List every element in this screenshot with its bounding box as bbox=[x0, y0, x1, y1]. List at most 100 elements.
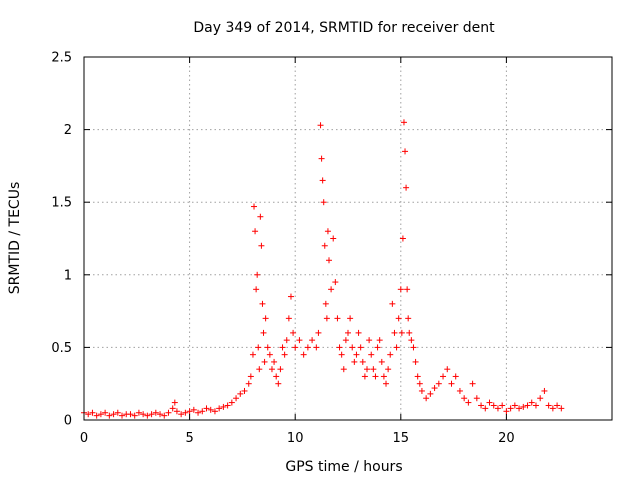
data-point bbox=[251, 203, 258, 210]
data-point bbox=[328, 286, 335, 293]
data-point bbox=[338, 351, 345, 358]
data-point bbox=[448, 380, 455, 387]
data-point bbox=[404, 286, 411, 293]
data-point bbox=[186, 408, 193, 415]
data-point bbox=[423, 395, 430, 402]
data-point bbox=[264, 344, 271, 351]
data-point bbox=[233, 395, 240, 402]
data-point bbox=[300, 351, 307, 358]
data-point bbox=[507, 405, 514, 412]
data-point bbox=[252, 228, 259, 235]
data-point bbox=[114, 409, 121, 416]
data-point bbox=[490, 402, 497, 409]
data-point bbox=[106, 412, 113, 419]
data-point bbox=[482, 405, 489, 412]
data-point bbox=[416, 380, 423, 387]
data-point bbox=[376, 337, 383, 344]
data-point bbox=[199, 408, 206, 415]
data-point bbox=[290, 329, 297, 336]
data-point bbox=[435, 380, 442, 387]
data-point bbox=[220, 403, 227, 410]
data-point bbox=[330, 235, 337, 242]
data-point bbox=[283, 337, 290, 344]
data-point bbox=[406, 329, 413, 336]
data-point bbox=[554, 402, 561, 409]
data-points bbox=[81, 119, 565, 419]
data-point bbox=[144, 412, 151, 419]
x-tick-labels: 0 5 10 15 20 bbox=[80, 431, 515, 446]
x-tick-label: 5 bbox=[185, 431, 193, 446]
data-point bbox=[157, 411, 164, 418]
data-point bbox=[368, 351, 375, 358]
data-point bbox=[93, 412, 100, 419]
data-point bbox=[465, 399, 472, 406]
data-point bbox=[532, 402, 539, 409]
grid bbox=[84, 57, 612, 420]
data-point bbox=[304, 344, 311, 351]
data-point bbox=[349, 344, 356, 351]
data-point bbox=[89, 409, 96, 416]
data-point bbox=[398, 329, 405, 336]
data-point bbox=[361, 373, 368, 380]
data-point bbox=[322, 300, 329, 307]
data-point bbox=[385, 366, 392, 373]
data-point bbox=[380, 373, 387, 380]
data-point bbox=[524, 402, 531, 409]
data-point bbox=[309, 337, 316, 344]
data-point bbox=[541, 387, 548, 394]
y-tick-label: 2.5 bbox=[51, 51, 72, 66]
data-point bbox=[414, 373, 421, 380]
data-point bbox=[325, 257, 332, 264]
data-point bbox=[558, 405, 565, 412]
data-point bbox=[537, 395, 544, 402]
data-point bbox=[345, 329, 351, 336]
data-point bbox=[395, 315, 402, 322]
data-point bbox=[85, 411, 92, 418]
data-point bbox=[399, 235, 406, 242]
data-point bbox=[318, 155, 325, 162]
data-point bbox=[255, 344, 262, 351]
data-point bbox=[499, 402, 506, 409]
data-point bbox=[260, 329, 267, 336]
data-point bbox=[253, 286, 260, 293]
data-point bbox=[169, 405, 176, 412]
data-point bbox=[334, 315, 341, 322]
chart-title: Day 349 of 2014, SRMTID for receiver den… bbox=[193, 20, 495, 36]
data-point bbox=[127, 411, 134, 418]
data-point bbox=[370, 366, 377, 373]
data-point bbox=[478, 402, 485, 409]
data-point bbox=[190, 406, 197, 413]
data-point bbox=[102, 409, 109, 416]
data-point bbox=[203, 405, 210, 412]
data-point bbox=[207, 406, 214, 413]
data-point bbox=[408, 337, 415, 344]
data-point bbox=[359, 358, 366, 365]
data-point bbox=[461, 395, 468, 402]
data-point bbox=[444, 366, 451, 373]
data-point bbox=[279, 344, 286, 351]
data-point bbox=[140, 411, 147, 418]
data-point bbox=[364, 366, 371, 373]
data-point bbox=[400, 119, 407, 126]
data-point bbox=[323, 315, 330, 322]
data-point bbox=[287, 293, 294, 300]
data-point bbox=[324, 228, 331, 235]
data-point bbox=[313, 344, 320, 351]
data-point bbox=[165, 409, 172, 416]
data-point bbox=[427, 390, 434, 397]
data-point bbox=[178, 411, 185, 418]
data-point bbox=[503, 408, 510, 415]
data-point bbox=[391, 329, 398, 336]
x-axis-label: GPS time / hours bbox=[285, 459, 402, 475]
ticks bbox=[83, 56, 612, 421]
data-point bbox=[97, 411, 104, 418]
data-point bbox=[353, 351, 360, 358]
data-point bbox=[258, 242, 265, 249]
data-point bbox=[355, 329, 362, 336]
data-point bbox=[216, 405, 223, 412]
data-point bbox=[110, 411, 117, 418]
data-point bbox=[456, 387, 463, 394]
data-point bbox=[374, 344, 381, 351]
data-point bbox=[266, 351, 273, 358]
